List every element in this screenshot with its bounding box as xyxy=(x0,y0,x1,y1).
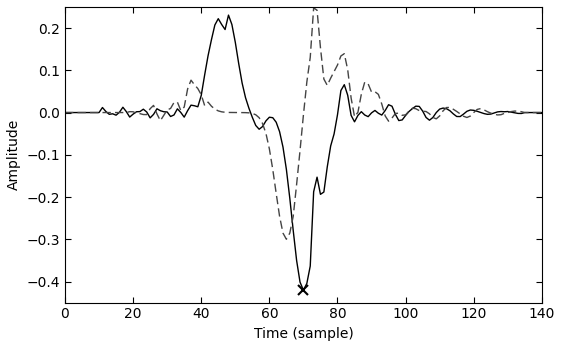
X-axis label: Time (sample): Time (sample) xyxy=(253,327,353,341)
Y-axis label: Amplitude: Amplitude xyxy=(7,119,21,190)
